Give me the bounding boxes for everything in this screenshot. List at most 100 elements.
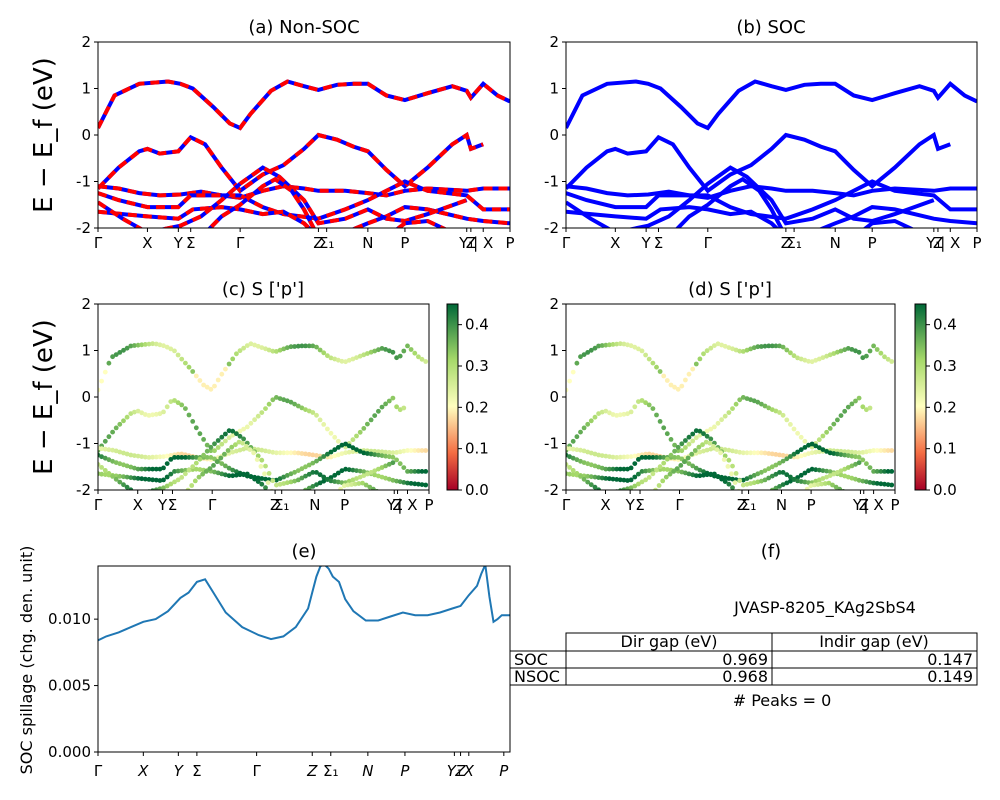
projected-point (153, 466, 159, 472)
projected-point (703, 439, 709, 445)
band-line-nsoc (98, 79, 510, 131)
xtick-label: N (309, 496, 320, 514)
projected-point (675, 386, 681, 392)
projected-point (849, 347, 855, 352)
projected-point (820, 468, 826, 473)
projected-point (310, 460, 316, 466)
projected-point (241, 436, 247, 442)
projected-point (822, 481, 828, 486)
projected-point (237, 472, 243, 478)
band-line-soc (566, 205, 977, 228)
projected-point (317, 472, 323, 478)
projected-point (599, 453, 605, 458)
projected-point (780, 412, 786, 418)
projected-point (339, 358, 345, 364)
projected-point (838, 468, 844, 474)
panel-c-projected-bands (98, 341, 429, 490)
projected-point (172, 469, 177, 474)
projected-point (853, 450, 858, 455)
projected-point (766, 343, 772, 349)
ytick-label: 2 (81, 33, 91, 51)
projected-point (798, 479, 804, 484)
projected-point (303, 451, 308, 457)
projected-point (332, 434, 338, 440)
ytick-label: 2 (549, 33, 559, 51)
projected-point (146, 413, 152, 418)
projected-point (830, 482, 835, 488)
table-row-soc-label: SOC (514, 650, 548, 669)
projected-point (773, 452, 779, 457)
panel-e-title: (e) (291, 541, 316, 562)
projected-point (255, 447, 261, 453)
projected-point (581, 352, 587, 357)
projected-point (124, 484, 130, 490)
projected-point (748, 346, 753, 352)
projected-point (367, 484, 373, 490)
projected-point (243, 444, 249, 449)
projected-point (856, 477, 862, 483)
projected-point (113, 473, 119, 479)
projected-point (773, 343, 779, 349)
projected-point (826, 480, 832, 486)
colorbar-tick-label: 0.3 (933, 357, 957, 375)
projected-point (864, 479, 869, 485)
xtick-label: Σ₁ (319, 234, 335, 252)
projected-point (244, 343, 250, 348)
projected-point (827, 450, 833, 456)
projected-point (614, 477, 620, 482)
projected-point (838, 348, 844, 354)
projected-point (574, 471, 580, 476)
projected-point (574, 457, 580, 463)
projected-point (607, 410, 612, 416)
ytick-label: -1 (76, 173, 91, 191)
projected-point (697, 356, 703, 362)
projected-point (259, 476, 265, 481)
projected-point (135, 476, 141, 481)
projected-point (809, 441, 815, 447)
projected-point (248, 341, 254, 347)
projected-point (690, 431, 696, 437)
projected-point (328, 478, 334, 484)
projected-point (748, 481, 753, 486)
projected-point (99, 378, 104, 384)
projected-point (784, 456, 790, 462)
projected-point (610, 466, 616, 472)
projected-point (766, 466, 772, 472)
projected-point (135, 342, 141, 348)
projected-point (737, 478, 743, 484)
projected-point (237, 428, 243, 434)
colorbar-tick-label: 0.4 (933, 316, 957, 334)
projected-point (686, 434, 692, 440)
projected-point (751, 473, 757, 478)
projected-point (139, 466, 145, 472)
projected-point (654, 412, 659, 418)
xtick-label: Σ (168, 496, 177, 514)
projected-point (390, 395, 396, 401)
xtick-label: Y₁ (458, 234, 474, 252)
ytick-label: 1 (81, 342, 91, 360)
projected-point (802, 445, 808, 450)
projected-point (625, 411, 630, 417)
projected-point (186, 467, 192, 473)
xtick-label: P (868, 234, 877, 252)
projected-point (714, 447, 720, 452)
projected-point (408, 448, 414, 453)
projected-point (838, 452, 844, 457)
projected-point (607, 342, 612, 348)
projected-point (186, 412, 192, 418)
projected-point (179, 402, 185, 408)
projected-point (878, 448, 884, 453)
projected-point (183, 406, 188, 411)
projected-point (636, 453, 641, 458)
projected-point (259, 481, 265, 487)
projected-point (363, 482, 369, 488)
projected-point (860, 355, 866, 361)
projected-point (121, 418, 126, 424)
band-line-soc (566, 79, 977, 131)
projected-point (179, 451, 185, 457)
projected-point (142, 454, 148, 460)
projected-point (132, 465, 137, 471)
projected-point (419, 469, 425, 474)
projected-point (650, 471, 656, 477)
projected-point (845, 453, 851, 458)
